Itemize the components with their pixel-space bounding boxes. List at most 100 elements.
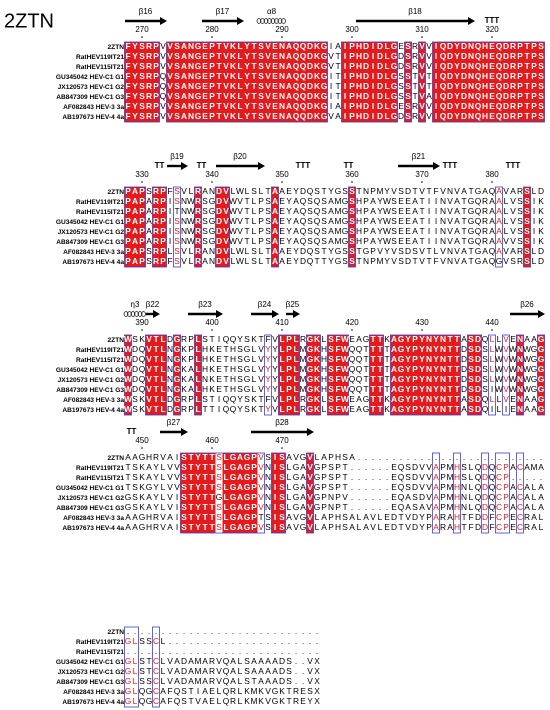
residue: T bbox=[244, 216, 249, 226]
residue: W bbox=[509, 384, 517, 394]
residue: A bbox=[391, 354, 397, 364]
residue: P bbox=[160, 226, 166, 236]
residue: S bbox=[181, 492, 187, 502]
residue: A bbox=[524, 482, 530, 492]
residue: K bbox=[244, 696, 250, 706]
residue: V bbox=[223, 51, 229, 61]
residue: Y bbox=[272, 344, 278, 354]
residue: P bbox=[349, 81, 355, 91]
residue: L bbox=[532, 492, 537, 502]
residue: K bbox=[181, 364, 187, 374]
residue-number: 290 bbox=[275, 25, 289, 34]
identity-fill bbox=[159, 335, 167, 415]
residue: T bbox=[342, 502, 347, 512]
residue: S bbox=[517, 216, 523, 226]
residue: V bbox=[447, 236, 453, 246]
sequence-name: AF082843 HEV-3 3a bbox=[63, 397, 124, 404]
residue: S bbox=[146, 186, 152, 196]
residue: Q bbox=[489, 462, 496, 472]
residue: K bbox=[209, 364, 215, 374]
residue: M bbox=[335, 216, 342, 226]
residue: . bbox=[414, 452, 416, 462]
residue: I bbox=[533, 196, 535, 206]
residue: P bbox=[286, 344, 292, 354]
identity-fill bbox=[285, 42, 293, 122]
residue: P bbox=[209, 101, 215, 111]
residue: R bbox=[524, 522, 530, 532]
residue: P bbox=[335, 472, 341, 482]
residue: S bbox=[482, 384, 488, 394]
identity-fill bbox=[481, 42, 489, 122]
sequence-name: AB847309 HEV-C1 G3 bbox=[56, 239, 124, 246]
residue: D bbox=[538, 256, 544, 266]
residue: . bbox=[302, 656, 304, 666]
identity-fill bbox=[187, 42, 195, 122]
residue: S bbox=[265, 226, 271, 236]
residue: F bbox=[125, 51, 130, 61]
residue: L bbox=[189, 246, 194, 256]
residue: M bbox=[447, 502, 454, 512]
residue: G bbox=[391, 71, 398, 81]
residue: S bbox=[216, 522, 222, 532]
identity-fill bbox=[278, 335, 286, 415]
residue: G bbox=[363, 246, 370, 256]
residue: Y bbox=[419, 512, 425, 522]
residue: S bbox=[328, 344, 334, 354]
residue: Y bbox=[237, 404, 243, 414]
sequence: PAPSRP F SV L RANDV LWL S L TAAEYDQS T YGSS TNPMYVS… bbox=[125, 186, 544, 196]
residue: S bbox=[349, 236, 355, 246]
residue: S bbox=[132, 334, 138, 344]
identity-fill bbox=[425, 335, 433, 415]
residue: A bbox=[447, 522, 453, 532]
residue-number: 340 bbox=[205, 170, 219, 179]
residue: T bbox=[524, 71, 530, 81]
residue: E bbox=[384, 512, 390, 522]
residue: K bbox=[314, 51, 320, 61]
identity-fill bbox=[369, 335, 377, 415]
residue: D bbox=[132, 384, 138, 394]
residue: D bbox=[461, 61, 467, 71]
residue: S bbox=[412, 502, 418, 512]
residue: S bbox=[174, 61, 180, 71]
residue: W bbox=[124, 344, 132, 354]
residue: G bbox=[531, 374, 538, 384]
residue: . bbox=[225, 646, 227, 656]
residue: A bbox=[181, 101, 187, 111]
residue: . bbox=[232, 646, 234, 656]
residue: S bbox=[412, 492, 418, 502]
residue: Y bbox=[377, 226, 383, 236]
residue: A bbox=[279, 246, 285, 256]
residue: . bbox=[302, 646, 304, 656]
residue: Q bbox=[300, 81, 307, 91]
residue: T bbox=[258, 394, 263, 404]
residue: I bbox=[176, 492, 178, 502]
residue: V bbox=[440, 246, 446, 256]
residue: P bbox=[160, 196, 166, 206]
residue: S bbox=[174, 246, 180, 256]
sequence: F YSRPVVSANGEP T VKL Y T SVENAQQDKG I A I PHD I DLGE… bbox=[125, 41, 544, 51]
residue: T bbox=[321, 246, 326, 256]
residue: G bbox=[363, 334, 370, 344]
residue: S bbox=[328, 384, 334, 394]
residue: V bbox=[223, 81, 229, 91]
residue: W bbox=[341, 404, 349, 414]
residue: S bbox=[468, 344, 474, 354]
residue: I bbox=[435, 101, 437, 111]
residue: V bbox=[307, 676, 313, 686]
residue: Q bbox=[496, 101, 503, 111]
residue: A bbox=[531, 334, 537, 344]
residue: H bbox=[146, 522, 152, 532]
residue: Q bbox=[489, 472, 496, 482]
residue: Y bbox=[454, 61, 460, 71]
residue: A bbox=[251, 656, 257, 666]
residue: . bbox=[512, 472, 514, 482]
residue: G bbox=[468, 216, 475, 226]
residue: T bbox=[461, 196, 466, 206]
residue: T bbox=[188, 686, 193, 696]
residue: I bbox=[274, 502, 276, 512]
sequence-name: 2ZTN bbox=[108, 44, 125, 51]
residue: I bbox=[372, 81, 374, 91]
residue: Y bbox=[405, 344, 411, 354]
residue: S bbox=[181, 462, 187, 472]
residue: A bbox=[188, 374, 194, 384]
